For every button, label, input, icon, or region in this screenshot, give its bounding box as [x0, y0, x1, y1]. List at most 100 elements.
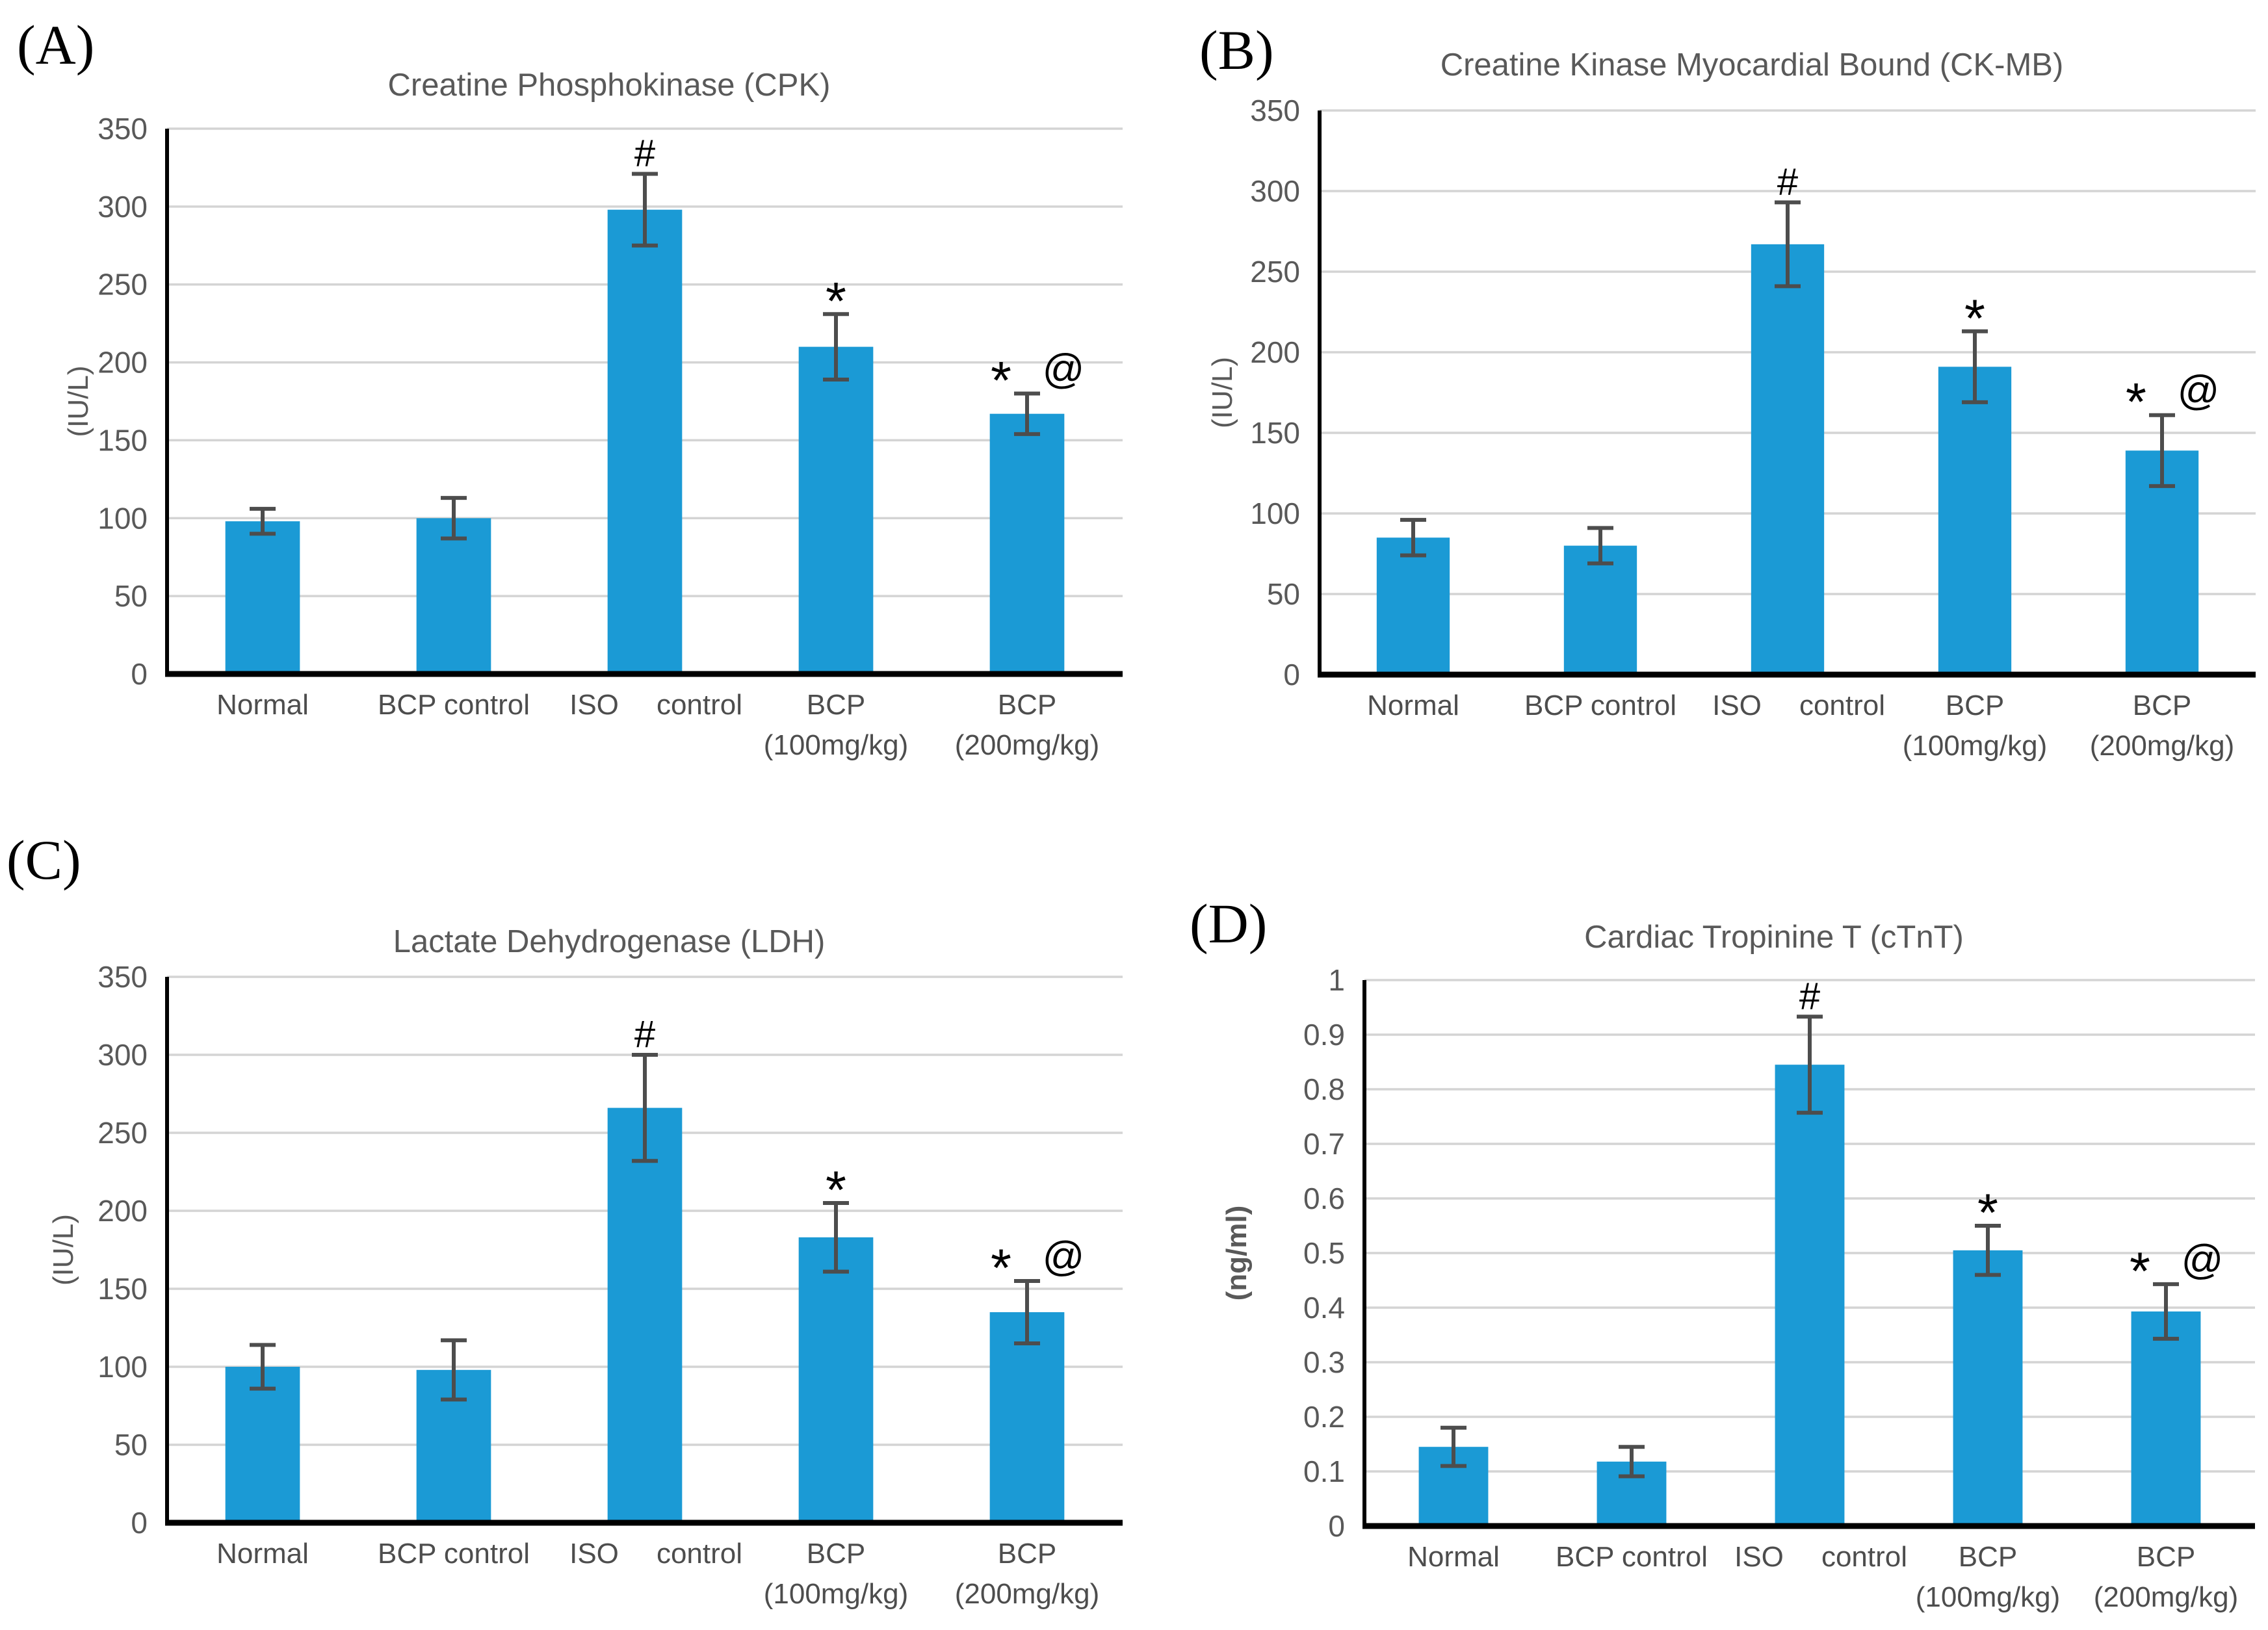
bar-1 [225, 521, 300, 674]
bar-5 [2131, 1311, 2201, 1526]
panel-letter: (A) [17, 14, 94, 76]
y-tick-label: 200 [98, 1194, 148, 1228]
bar-2 [416, 518, 491, 674]
x-category-label: BCP [807, 1538, 865, 1570]
sig-marker-at: @ [2178, 367, 2220, 414]
panel-chart-ctnt: # * * @0 0.1 0.2 0.3 0.4 0.5 0.6 0.7 0.8 0.9 1 Normal B… [1190, 892, 2255, 1613]
y-tick-label: 0 [1283, 658, 1300, 692]
panel-title: Cardiac Tropinine T (cTnT) [1584, 920, 1964, 955]
y-tick-label: 300 [98, 190, 148, 224]
x-category-label: ISO [1734, 1541, 1784, 1573]
panel-letter: (D) [1190, 892, 1267, 955]
y-tick-label: 350 [1250, 94, 1300, 127]
sig-marker-hash: # [1777, 161, 1798, 203]
y-axis-title: (IU/L) [62, 366, 94, 437]
sig-marker-at: @ [2182, 1236, 2224, 1283]
x-category-label: BCP control [378, 1538, 530, 1570]
sig-marker-at: @ [1043, 346, 1085, 393]
y-tick-label: 0 [131, 1506, 148, 1540]
y-tick-label: 250 [1250, 255, 1300, 289]
panel-title: Creatine Phosphokinase (CPK) [388, 68, 831, 103]
x-category-label: BCP [807, 689, 865, 721]
sig-marker-hash: # [634, 133, 655, 175]
y-tick-label: 200 [1250, 335, 1300, 369]
x-category-label: control [657, 1538, 742, 1570]
x-category-label: BCP [998, 689, 1056, 721]
x-category-label: (200mg/kg) [2094, 1581, 2239, 1613]
sig-marker-star: * [2126, 373, 2146, 432]
y-tick-label: 50 [114, 579, 148, 613]
panel-chart-ckmb: # * * @0 50 100 150 200 250 300 350 Normal BCP contr… [1199, 19, 2256, 762]
sig-marker-star: * [1964, 289, 1985, 348]
x-category-label: (200mg/kg) [955, 729, 1100, 761]
bar-4 [1938, 367, 2012, 675]
x-category-label: Normal [1407, 1541, 1500, 1573]
x-category-label: BCP [1959, 1541, 2017, 1573]
y-tick-label: 0.7 [1303, 1127, 1345, 1161]
y-tick-label: 300 [1250, 174, 1300, 208]
x-category-label: (100mg/kg) [1916, 1581, 2061, 1613]
bar-4 [798, 1237, 874, 1523]
y-tick-label: 0.1 [1303, 1455, 1345, 1488]
x-category-label: ISO [569, 689, 619, 721]
y-tick-label: 350 [98, 960, 148, 994]
y-tick-label: 0 [1328, 1509, 1345, 1543]
x-category-label: BCP control [1556, 1541, 1708, 1573]
x-category-label: (100mg/kg) [1903, 730, 2048, 762]
y-tick-label: 200 [98, 346, 148, 380]
x-category-label: BCP [998, 1538, 1056, 1570]
sig-marker-star: * [991, 352, 1011, 411]
bar-3 [607, 209, 683, 674]
x-category-label: BCP [2133, 690, 2191, 721]
bar-5 [989, 1312, 1065, 1523]
panel-title: Creatine Kinase Myocardial Bound (CK-MB) [1440, 47, 2064, 83]
x-category-label: (200mg/kg) [955, 1578, 1100, 1610]
x-category-label: BCP [2137, 1541, 2195, 1573]
y-tick-label: 150 [1250, 416, 1300, 450]
y-tick-label: 1 [1328, 963, 1345, 997]
bar-4 [1953, 1250, 2023, 1526]
y-tick-label: 250 [98, 1116, 148, 1150]
y-tick-label: 0.6 [1303, 1182, 1345, 1215]
y-tick-label: 100 [1250, 497, 1300, 530]
x-category-label: BCP [1946, 690, 2004, 721]
x-category-label: Normal [216, 689, 309, 721]
y-tick-label: 0 [131, 657, 148, 691]
x-category-label: (100mg/kg) [764, 729, 909, 761]
y-tick-label: 100 [98, 1350, 148, 1384]
x-category-label: (100mg/kg) [764, 1578, 909, 1610]
panel-title: Lactate Dehydrogenase (LDH) [393, 924, 826, 959]
y-tick-label: 0.9 [1303, 1018, 1345, 1052]
panel-letter: (C) [7, 829, 81, 891]
y-tick-label: 0.3 [1303, 1345, 1345, 1379]
sig-marker-star: * [1977, 1184, 1998, 1243]
sig-marker-hash: # [634, 1013, 655, 1055]
bar-3 [607, 1107, 683, 1523]
bar-3 [1751, 244, 1825, 675]
x-category-label: Normal [1367, 690, 1459, 721]
y-tick-label: 0.4 [1303, 1291, 1345, 1325]
sig-marker-hash: # [1799, 975, 1820, 1017]
x-category-label: ISO [569, 1538, 619, 1570]
bar-1 [1376, 537, 1450, 675]
bar-3 [1775, 1065, 1845, 1526]
x-category-label: control [1799, 690, 1885, 721]
y-tick-label: 300 [98, 1038, 148, 1072]
y-tick-label: 50 [114, 1428, 148, 1462]
y-tick-label: 0.2 [1303, 1400, 1345, 1434]
sig-marker-star: * [826, 1161, 846, 1220]
y-tick-label: 0.8 [1303, 1072, 1345, 1106]
x-category-label: BCP control [378, 689, 530, 721]
y-tick-label: 100 [98, 501, 148, 535]
y-tick-label: 50 [1267, 577, 1300, 611]
panel-letter: (B) [1199, 19, 1274, 81]
x-category-label: Normal [216, 1538, 309, 1570]
y-axis-title: (IU/L) [1206, 357, 1238, 428]
y-axis-title: (IU/L) [47, 1214, 79, 1286]
bar-5 [989, 413, 1065, 674]
panel-chart-ldh: # * * @0 50 100 150 200 250 300 350 Normal BCP contr… [7, 829, 1123, 1610]
x-category-label: BCP control [1524, 690, 1676, 721]
x-category-label: (200mg/kg) [2090, 730, 2235, 762]
y-tick-label: 150 [98, 1272, 148, 1306]
